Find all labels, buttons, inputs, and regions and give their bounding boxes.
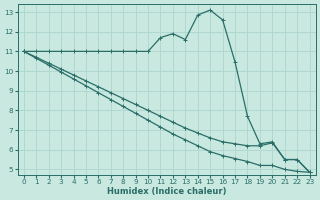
X-axis label: Humidex (Indice chaleur): Humidex (Indice chaleur) — [107, 187, 227, 196]
